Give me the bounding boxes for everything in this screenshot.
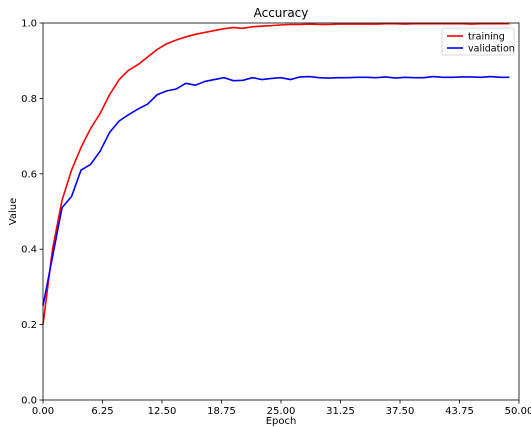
x-tick-label: 50.00 [505,406,531,417]
y-axis: 0.0 0.2 0.4 0.6 0.8 1.0 [21,19,43,407]
x-tick-label: 37.50 [386,406,415,417]
x-tick-label: 31.25 [326,406,355,417]
series-line-validation [42,75,510,306]
x-tick-label: 25.00 [267,406,296,417]
x-tick-label: 43.75 [445,406,474,417]
chart-title: Accuracy [254,6,309,20]
x-tick-label: 6.25 [91,406,113,417]
y-tick-label: 0.6 [21,169,37,180]
y-tick-label: 0.0 [21,396,37,407]
series-line-training [42,22,510,325]
x-tick-label: 0.00 [32,406,54,417]
series-layer [42,22,510,325]
legend-label-training: training [468,32,505,43]
y-tick-label: 0.4 [21,245,37,256]
x-axis: 0.00 6.25 12.50 18.75 25.00 31.25 37.50 43.75 50… [32,400,531,417]
y-tick-label: 0.8 [21,94,37,105]
y-tick-label: 0.2 [21,320,37,331]
plot-area [43,23,519,400]
legend-label-validation: validation [468,44,515,55]
y-tick-label: 1.0 [21,19,37,30]
x-axis-label: Epoch [266,416,297,427]
y-axis-label: Value [8,198,19,225]
x-tick-label: 18.75 [207,406,236,417]
x-tick-label: 12.50 [148,406,177,417]
